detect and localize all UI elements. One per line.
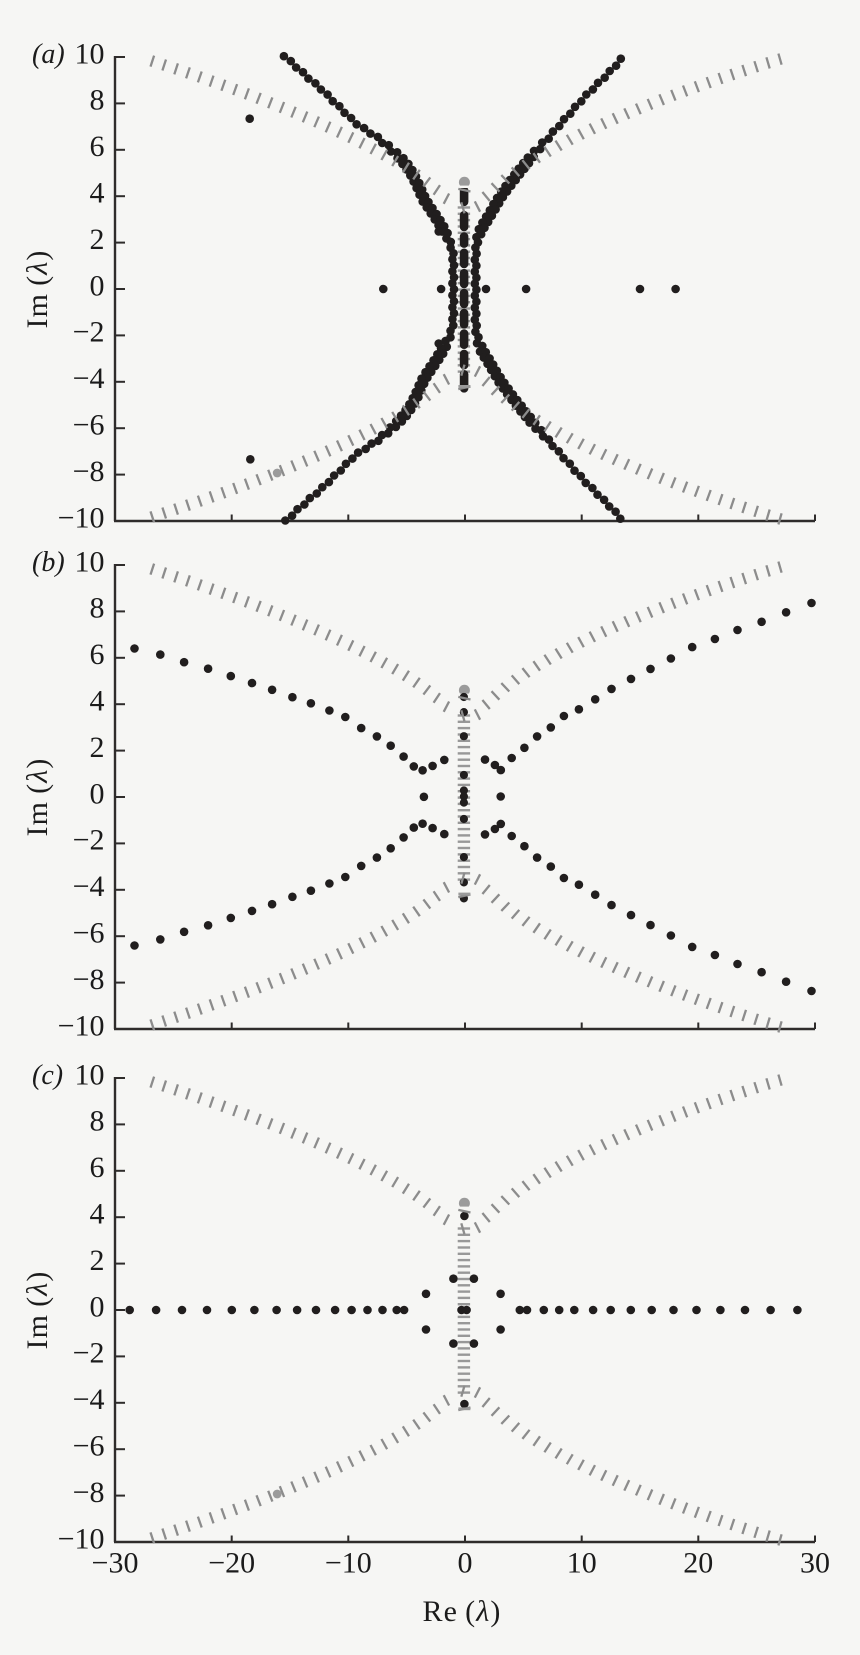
svg-text:−2: −2: [73, 316, 105, 349]
svg-text:8: 8: [90, 592, 105, 625]
svg-text:−6: −6: [73, 917, 105, 950]
svg-text:10: 10: [75, 545, 105, 578]
svg-text:8: 8: [90, 84, 105, 117]
svg-text:10: 10: [567, 1547, 597, 1580]
svg-text:6: 6: [90, 638, 105, 671]
svg-text:6: 6: [90, 130, 105, 163]
svg-text:(b): (b): [32, 547, 65, 578]
svg-text:2: 2: [90, 223, 105, 256]
svg-text:−30: −30: [92, 1547, 139, 1580]
svg-text:8: 8: [90, 1105, 105, 1138]
svg-text:4: 4: [90, 177, 105, 210]
svg-text:(c): (c): [32, 1060, 63, 1091]
svg-text:−10: −10: [58, 501, 105, 534]
svg-text:−2: −2: [73, 824, 105, 857]
svg-text:0: 0: [90, 777, 105, 810]
svg-text:4: 4: [90, 1198, 105, 1231]
svg-text:6: 6: [90, 1151, 105, 1184]
svg-text:−10: −10: [325, 1547, 372, 1580]
svg-text:(a): (a): [32, 39, 65, 70]
svg-text:−4: −4: [73, 870, 105, 903]
svg-text:Im (λ): Im (λ): [21, 758, 54, 837]
svg-text:−8: −8: [73, 963, 105, 996]
svg-text:Im (λ): Im (λ): [21, 250, 54, 329]
svg-text:Re (λ): Re (λ): [423, 1595, 502, 1628]
svg-text:−10: −10: [58, 1009, 105, 1042]
svg-text:−2: −2: [73, 1337, 105, 1370]
svg-text:−20: −20: [208, 1547, 255, 1580]
svg-text:−6: −6: [73, 1430, 105, 1463]
svg-text:Im (λ): Im (λ): [21, 1271, 54, 1350]
svg-text:−10: −10: [58, 1522, 105, 1555]
svg-text:−8: −8: [73, 455, 105, 488]
svg-text:−6: −6: [73, 409, 105, 442]
svg-text:−4: −4: [73, 362, 105, 395]
svg-text:20: 20: [683, 1547, 713, 1580]
svg-text:2: 2: [90, 1244, 105, 1277]
svg-text:10: 10: [75, 37, 105, 70]
svg-text:10: 10: [75, 1058, 105, 1091]
svg-text:30: 30: [800, 1547, 830, 1580]
svg-text:0: 0: [90, 1290, 105, 1323]
svg-text:0: 0: [90, 269, 105, 302]
svg-text:−8: −8: [73, 1476, 105, 1509]
svg-text:0: 0: [458, 1547, 473, 1580]
svg-text:2: 2: [90, 731, 105, 764]
svg-text:−4: −4: [73, 1383, 105, 1416]
svg-text:4: 4: [90, 685, 105, 718]
